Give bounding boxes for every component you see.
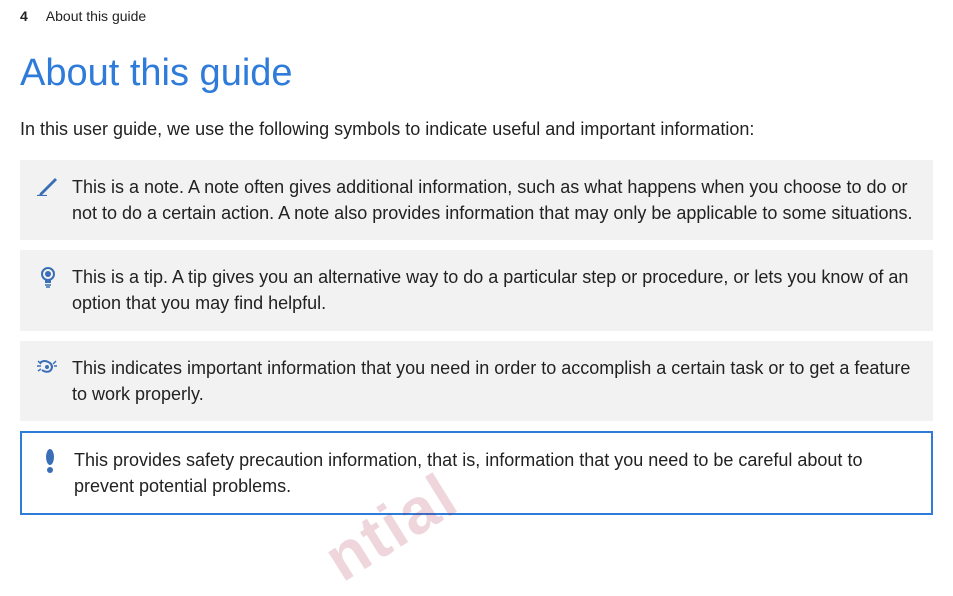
warning-text: This provides safety precaution informat… bbox=[74, 447, 915, 499]
warning-box: This provides safety precaution informat… bbox=[20, 431, 933, 515]
page-title: About this guide bbox=[20, 52, 933, 95]
important-box: This indicates important information tha… bbox=[20, 341, 933, 421]
tip-box: This is a tip. A tip gives you an altern… bbox=[20, 250, 933, 330]
note-box: This is a note. A note often gives addit… bbox=[20, 160, 933, 240]
note-text: This is a note. A note often gives addit… bbox=[72, 174, 917, 226]
important-icon bbox=[34, 355, 62, 379]
intro-paragraph: In this user guide, we use the following… bbox=[20, 117, 933, 142]
warning-icon bbox=[36, 447, 64, 475]
header-section-title: About this guide bbox=[46, 8, 146, 24]
tip-text: This is a tip. A tip gives you an altern… bbox=[72, 264, 917, 316]
important-text: This indicates important information tha… bbox=[72, 355, 917, 407]
note-icon bbox=[34, 174, 62, 196]
page-number: 4 bbox=[20, 8, 28, 24]
page-header: 4 About this guide bbox=[20, 0, 933, 24]
tip-icon bbox=[34, 264, 62, 290]
